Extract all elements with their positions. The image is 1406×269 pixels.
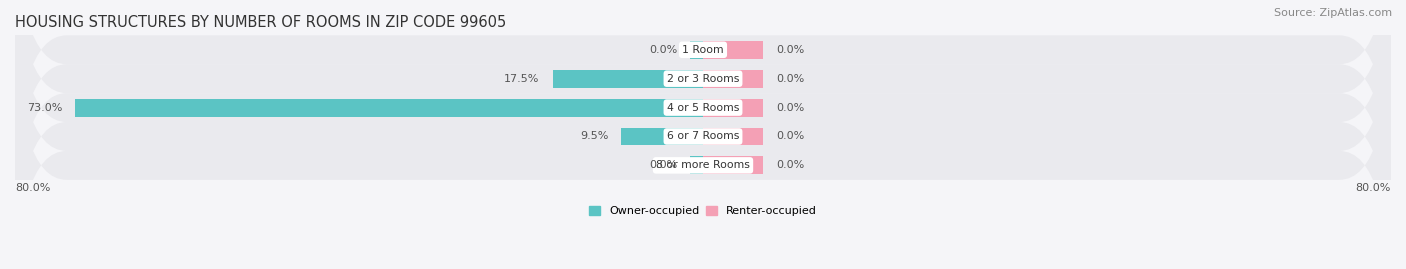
- Bar: [75, 99, 703, 116]
- Text: 0.0%: 0.0%: [776, 102, 804, 113]
- Text: 2 or 3 Rooms: 2 or 3 Rooms: [666, 74, 740, 84]
- Legend: Owner-occupied, Renter-occupied: Owner-occupied, Renter-occupied: [585, 201, 821, 221]
- Bar: [703, 70, 763, 88]
- Text: 80.0%: 80.0%: [15, 183, 51, 193]
- Text: 0.0%: 0.0%: [776, 74, 804, 84]
- Text: 4 or 5 Rooms: 4 or 5 Rooms: [666, 102, 740, 113]
- Text: 0.0%: 0.0%: [776, 132, 804, 141]
- Text: 0.0%: 0.0%: [776, 160, 804, 170]
- Bar: [703, 41, 763, 59]
- Bar: [703, 128, 763, 146]
- Text: 17.5%: 17.5%: [505, 74, 540, 84]
- FancyBboxPatch shape: [15, 0, 1391, 238]
- Text: 8 or more Rooms: 8 or more Rooms: [657, 160, 749, 170]
- Bar: [703, 156, 763, 174]
- Text: 80.0%: 80.0%: [1355, 183, 1391, 193]
- Bar: [553, 70, 703, 88]
- Text: 73.0%: 73.0%: [27, 102, 62, 113]
- Text: Source: ZipAtlas.com: Source: ZipAtlas.com: [1274, 8, 1392, 18]
- Text: 1 Room: 1 Room: [682, 45, 724, 55]
- Text: 6 or 7 Rooms: 6 or 7 Rooms: [666, 132, 740, 141]
- Bar: [703, 99, 763, 116]
- FancyBboxPatch shape: [15, 0, 1391, 269]
- FancyBboxPatch shape: [15, 6, 1391, 269]
- Text: HOUSING STRUCTURES BY NUMBER OF ROOMS IN ZIP CODE 99605: HOUSING STRUCTURES BY NUMBER OF ROOMS IN…: [15, 15, 506, 30]
- FancyBboxPatch shape: [15, 0, 1391, 267]
- FancyBboxPatch shape: [15, 0, 1391, 209]
- Bar: [621, 128, 703, 146]
- Text: 9.5%: 9.5%: [581, 132, 609, 141]
- Text: 0.0%: 0.0%: [776, 45, 804, 55]
- Bar: [690, 41, 703, 59]
- Text: 0.0%: 0.0%: [650, 45, 678, 55]
- Bar: [690, 156, 703, 174]
- Text: 0.0%: 0.0%: [650, 160, 678, 170]
